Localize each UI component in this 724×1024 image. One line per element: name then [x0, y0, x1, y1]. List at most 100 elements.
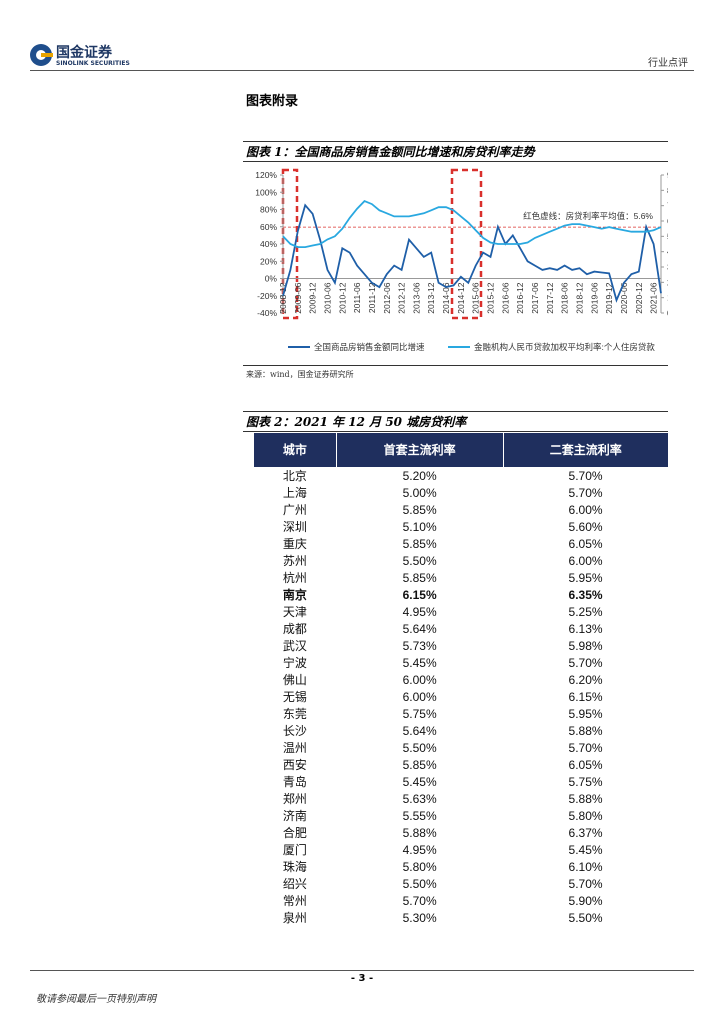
table-cell: 重庆	[282, 537, 307, 551]
y2-tick-label: 2.0%	[667, 277, 668, 287]
table-cell: 6.15%	[402, 587, 437, 602]
header-cell: 二套主流利率	[502, 433, 668, 467]
table-row: 深圳 5.10% 5.60%	[254, 518, 669, 535]
table-cell: 杭州	[282, 571, 307, 585]
table-row: 厦门 4.95% 5.45%	[254, 841, 669, 858]
y2-tick-label: 7.0%	[667, 201, 668, 211]
table-cell: 5.85%	[402, 536, 437, 551]
table-cell: 厦门	[282, 843, 307, 857]
series-line	[282, 200, 662, 248]
table-row: 济南 5.55% 5.80%	[254, 807, 669, 824]
table-cell: 5.95%	[568, 570, 603, 585]
table-row: 温州 5.50% 5.70%	[254, 739, 669, 756]
x-tick-label: 2014-12	[456, 282, 466, 313]
rule	[243, 411, 668, 412]
table-cell: 5.70%	[568, 740, 603, 755]
x-tick-label: 2016-06	[500, 282, 510, 313]
table-cell: 5.88%	[402, 825, 437, 840]
table-cell: 4.95%	[402, 604, 437, 619]
table-cell: 5.50%	[402, 876, 437, 891]
table-row: 青岛 5.45% 5.75%	[254, 773, 669, 790]
table-row: 长沙 5.64% 5.88%	[254, 722, 669, 739]
x-tick-label: 2020-12	[634, 282, 644, 313]
table-cell: 5.64%	[402, 723, 437, 738]
table-cell: 5.80%	[568, 808, 603, 823]
page-number: - 3 -	[350, 973, 374, 984]
logo-cn: 国金证券	[56, 45, 112, 61]
x-tick-label: 2011-12	[367, 282, 377, 313]
header-rule	[30, 70, 694, 71]
table-row: 天津 4.95% 5.25%	[254, 603, 669, 620]
table-cell: 6.05%	[568, 536, 603, 551]
x-tick-label: 2019-12	[604, 282, 614, 313]
table-row: 南京 6.15% 6.35%	[254, 586, 669, 603]
table-row: 常州 5.70% 5.90%	[254, 892, 669, 909]
table-cell: 5.85%	[402, 502, 437, 517]
table-row: 宁波 5.45% 5.70%	[254, 654, 669, 671]
rate-table: 城市 首套主流利率 二套主流利率 北京 5.20% 5.70% 上海 5.00% 5.70% 广州…	[253, 433, 668, 926]
table-cell: 5.73%	[402, 638, 437, 653]
table-cell: 济南	[282, 809, 307, 823]
y-tick-label: 100%	[255, 187, 277, 197]
legend-label: 全国商品房销售金额同比增速	[314, 342, 425, 352]
table-cell: 6.05%	[568, 757, 603, 772]
table-cell: 绍兴	[282, 877, 307, 891]
y2-tick-label: 9.0%	[667, 170, 668, 180]
chart: -40% -20% 0% 20% 40% 60% 80% 100% 120% 0.0% 1.0% 2.…	[255, 168, 668, 352]
table-cell: 6.00%	[568, 553, 603, 568]
table-cell: 苏州	[282, 554, 307, 568]
y2-tick-label: 8.0%	[667, 185, 668, 195]
series-line	[282, 203, 662, 303]
table-cell: 5.70%	[568, 485, 603, 500]
table-row: 苏州 5.50% 6.00%	[254, 552, 669, 569]
table-row: 珠海 5.80% 6.10%	[254, 858, 669, 875]
table-cell: 5.50%	[402, 553, 437, 568]
x-tick-label: 2015-12	[486, 282, 496, 313]
figure-title: 图表 2：2021 年 12 月 50 城房贷利率	[246, 415, 467, 429]
table-cell: 5.25%	[568, 604, 603, 619]
x-tick-label: 2012-12	[397, 282, 407, 313]
table-cell: 长沙	[282, 724, 307, 738]
table-cell: 5.70%	[568, 876, 603, 891]
table-cell: 6.00%	[568, 502, 603, 517]
y2-tick-label: 5.0%	[667, 231, 668, 241]
table-cell: 5.70%	[402, 893, 437, 908]
table-cell: 5.95%	[568, 706, 603, 721]
table-cell: 6.35%	[568, 587, 603, 602]
table-cell: 5.80%	[402, 859, 437, 874]
x-tick-label: 2020-06	[619, 282, 629, 313]
x-tick-label: 2008-12	[278, 282, 288, 313]
table-cell: 5.45%	[402, 774, 437, 789]
rule	[243, 141, 668, 142]
table-row: 上海 5.00% 5.70%	[254, 484, 669, 501]
table-cell: 深圳	[282, 520, 307, 534]
table-cell: 5.90%	[568, 893, 603, 908]
table-row: 武汉 5.73% 5.98%	[254, 637, 669, 654]
table-row: 杭州 5.85% 5.95%	[254, 569, 669, 586]
section-title: 图表附录	[246, 94, 299, 109]
table-cell: 6.00%	[402, 689, 437, 704]
x-tick-label: 2010-12	[337, 282, 347, 313]
table-cell: 6.00%	[402, 672, 437, 687]
rule	[243, 431, 668, 432]
table-cell: 5.85%	[402, 757, 437, 772]
x-tick-label: 2013-12	[426, 282, 436, 313]
highlight-box	[450, 168, 483, 320]
table-cell: 5.98%	[568, 638, 603, 653]
x-tick-label: 2018-06	[560, 282, 570, 313]
table-cell: 5.10%	[402, 519, 437, 534]
table-cell: 武汉	[282, 639, 307, 653]
table-cell: 宁波	[282, 656, 307, 670]
y-tick-label: 120%	[255, 170, 277, 180]
table-cell: 温州	[282, 741, 307, 755]
table-cell: 5.60%	[568, 519, 603, 534]
y2-tick-label: 1.0%	[667, 293, 668, 303]
y-tick-label: 60%	[260, 222, 277, 232]
x-tick-label: 2009-06	[293, 282, 303, 313]
table-row: 重庆 5.85% 6.05%	[254, 535, 669, 552]
x-tick-label: 2009-12	[308, 282, 318, 313]
table-cell: 6.15%	[568, 689, 603, 704]
y-tick-label: 0%	[265, 274, 278, 284]
table-cell: 常州	[282, 894, 307, 908]
rule	[243, 161, 668, 162]
